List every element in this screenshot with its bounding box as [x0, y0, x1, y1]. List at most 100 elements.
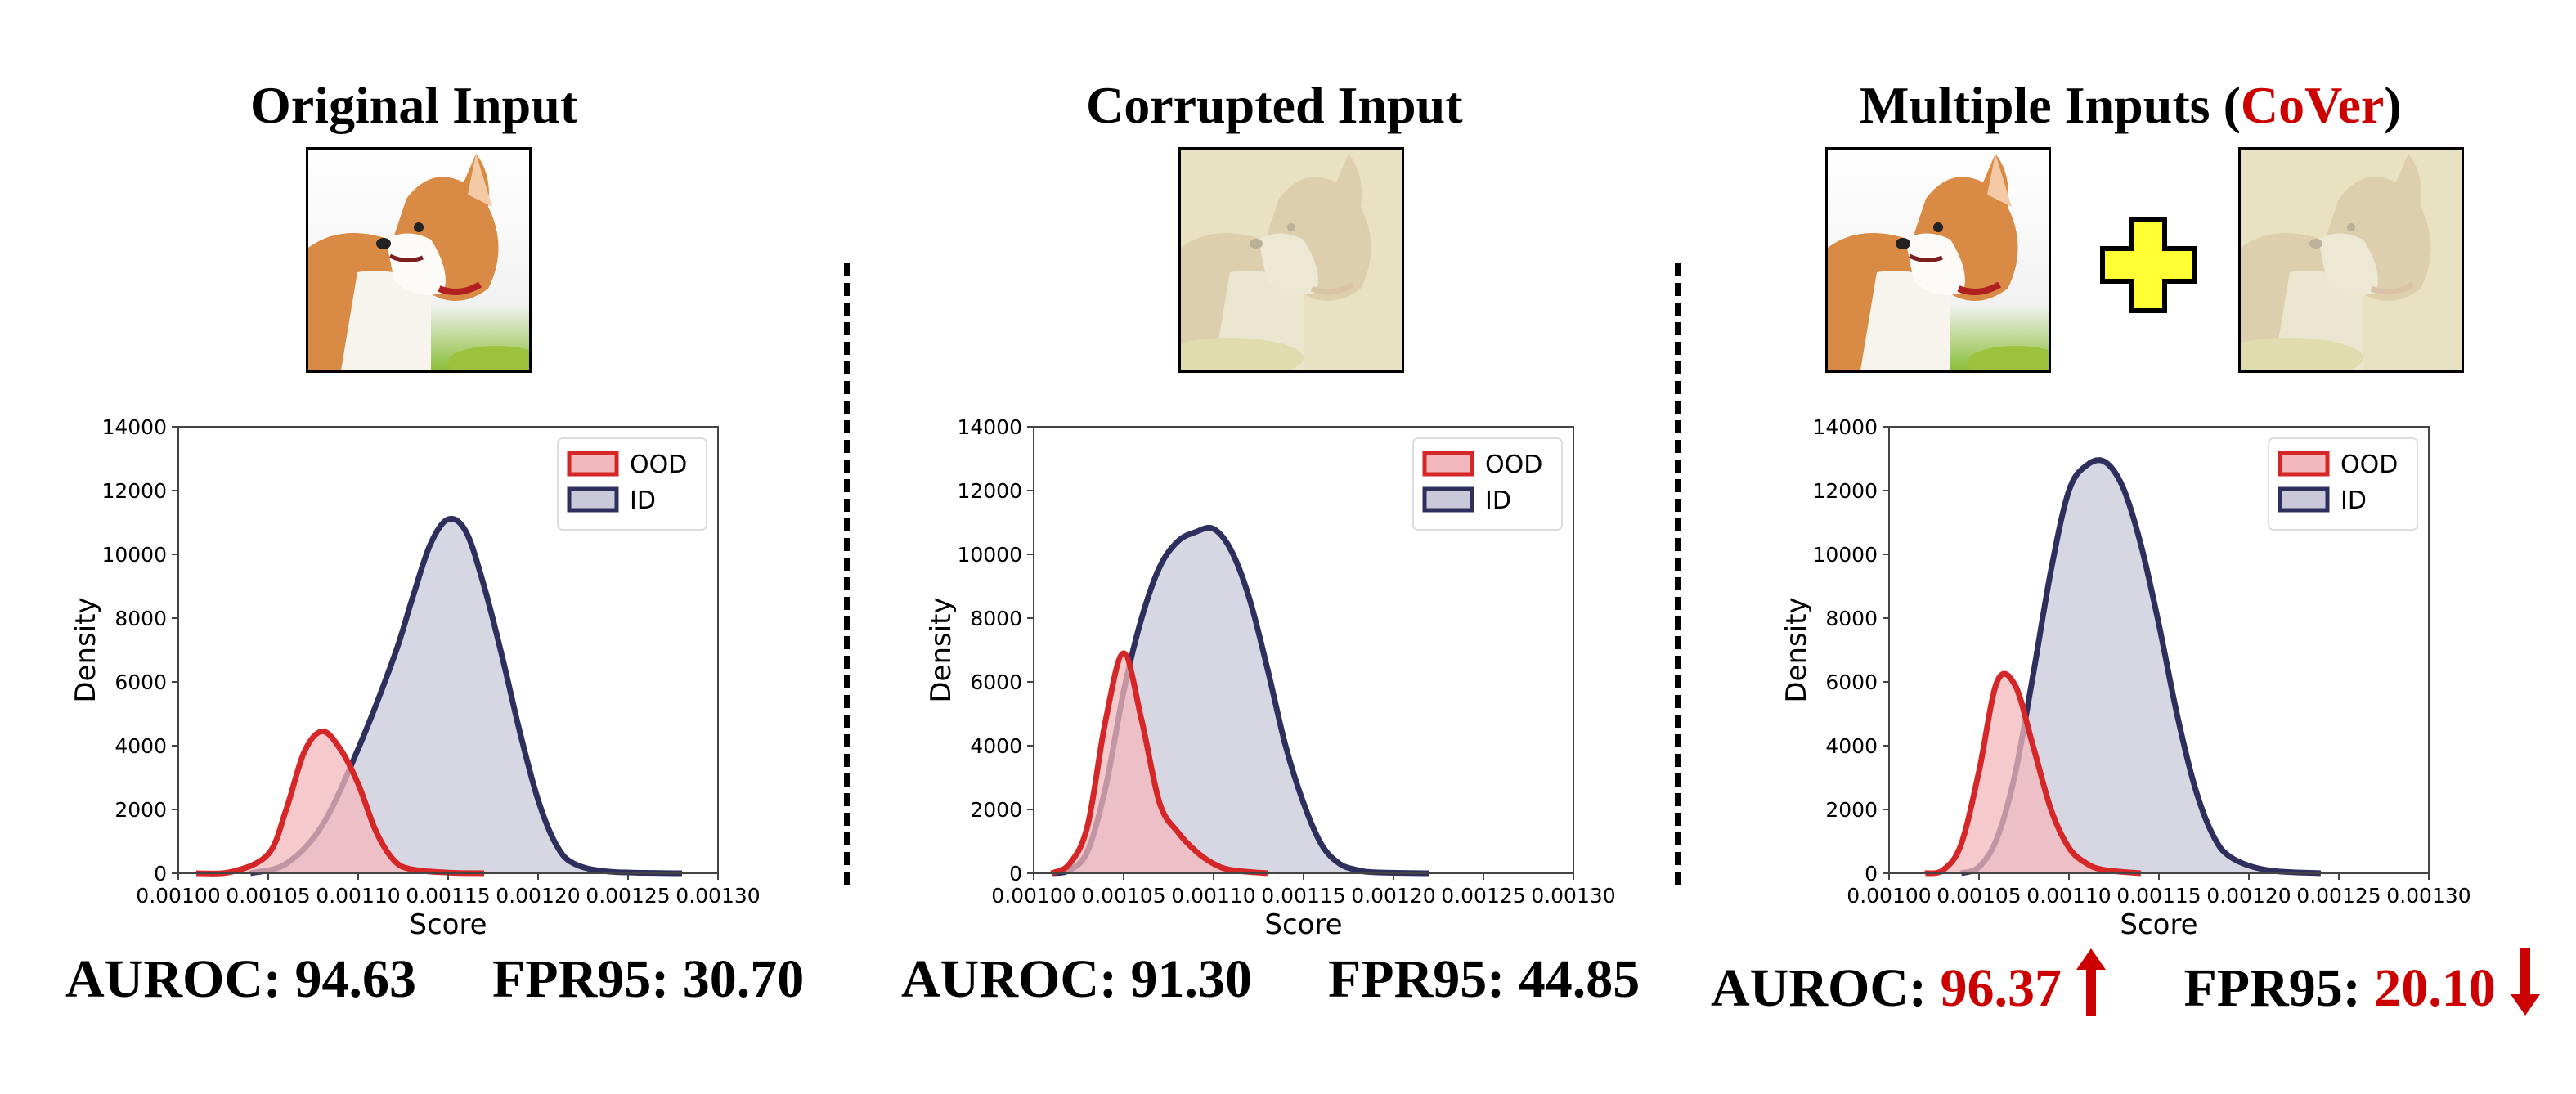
x-tick-label: 0.00105: [1081, 884, 1165, 908]
x-tick-label: 0.00100: [991, 884, 1075, 908]
up-arrow-icon: [2075, 948, 2107, 1016]
legend-label-id: ID: [1485, 486, 1511, 515]
y-tick-label: 10000: [101, 543, 167, 567]
y-tick-label: 2000: [970, 798, 1022, 822]
y-axis-label: Density: [70, 597, 102, 702]
legend-label-ood: OOD: [2340, 451, 2398, 479]
y-tick-label: 0: [1865, 862, 1878, 886]
series-line-ood: [1050, 650, 1268, 877]
metrics-original: AUROC: 94.63 FPR95: 30.70: [65, 948, 804, 1011]
y-tick-label: 8000: [114, 607, 167, 630]
x-tick-label: 0.00130: [675, 884, 760, 908]
panel-title-original: Original Input: [250, 76, 578, 134]
y-tick-label: 14000: [101, 415, 167, 439]
x-tick-label: 0.00130: [1531, 884, 1615, 908]
x-tick-label: 0.00100: [136, 884, 220, 908]
title-suffix: ): [2384, 76, 2402, 134]
title-prefix: Multiple Inputs (: [1860, 76, 2241, 134]
legend-swatch-ood: [2278, 451, 2330, 477]
y-tick-label: 4000: [1825, 734, 1878, 758]
y-tick-label: 10000: [1812, 543, 1878, 567]
y-tick-label: 12000: [1812, 479, 1878, 503]
legend-swatch-id: [567, 486, 619, 513]
metrics-multiple: AUROC: 96.37 FPR95: 20.10: [1711, 948, 2542, 1020]
x-tick-label: 0.00120: [1351, 884, 1435, 908]
legend-label-id: ID: [630, 486, 656, 515]
title-highlight: CoVer: [2240, 76, 2385, 134]
y-tick-label: 4000: [970, 734, 1022, 758]
auroc-value: 91.30: [1130, 949, 1252, 1009]
y-tick-label: 6000: [970, 670, 1022, 694]
x-tick-label: 0.00125: [2296, 884, 2381, 908]
fpr-value: 30.70: [682, 949, 805, 1009]
legend-swatch-id: [2278, 486, 2330, 513]
auroc-label: AUROC:: [65, 949, 281, 1009]
panel-title-corrupted: Corrupted Input: [1086, 76, 1463, 134]
legend-swatch-ood: [1422, 451, 1474, 477]
series-area-ood: [1925, 674, 2141, 874]
y-tick-label: 2000: [114, 798, 167, 822]
legend-label-ood: OOD: [630, 451, 687, 479]
x-tick-label: 0.00115: [406, 884, 490, 908]
y-tick-label: 8000: [970, 607, 1022, 630]
series-line-ood: [195, 728, 485, 877]
x-tick-label: 0.00130: [2386, 884, 2471, 908]
metrics-corrupted: AUROC: 91.30 FPR95: 44.85: [901, 948, 1640, 1011]
series-area-ood: [196, 731, 484, 874]
auroc-label: AUROC:: [1711, 958, 1927, 1018]
x-tick-label: 0.00105: [226, 884, 310, 908]
x-axis-label: Score: [2120, 908, 2197, 941]
y-axis-label: Density: [925, 597, 958, 702]
auroc-label: AUROC:: [901, 949, 1117, 1009]
y-tick-label: 6000: [114, 670, 167, 694]
fpr-label: FPR95:: [491, 949, 670, 1009]
y-tick-label: 8000: [1825, 607, 1878, 630]
x-tick-label: 0.00120: [2206, 884, 2291, 908]
x-tick-label: 0.00120: [496, 884, 580, 908]
x-axis-label: Score: [1264, 908, 1342, 941]
y-tick-label: 14000: [1812, 415, 1878, 439]
y-axis-label: Density: [1780, 597, 1813, 702]
y-tick-label: 12000: [101, 479, 167, 503]
fpr-label: FPR95:: [1327, 949, 1506, 1009]
x-axis-label: Score: [409, 908, 487, 941]
x-tick-label: 0.00100: [1847, 884, 1931, 908]
fpr-value: 44.85: [1518, 949, 1640, 1009]
multiple-original-dog-image: [1825, 147, 2051, 373]
x-tick-label: 0.00125: [586, 884, 670, 908]
fpr-label: FPR95:: [2183, 958, 2361, 1018]
y-tick-label: 0: [1009, 862, 1022, 886]
y-tick-label: 2000: [1825, 798, 1878, 822]
y-tick-label: 10000: [957, 543, 1022, 567]
legend-label-id: ID: [2340, 486, 2367, 515]
divider-right: [1675, 263, 1681, 885]
x-tick-label: 0.00110: [1171, 884, 1255, 908]
series-area-ood: [1052, 652, 1268, 873]
x-tick-label: 0.00105: [1936, 884, 2021, 908]
legend-swatch-ood: [567, 451, 619, 477]
x-tick-label: 0.00110: [316, 884, 400, 908]
fpr-value: 20.10: [2374, 958, 2496, 1018]
chart-0: 0.00100 0.00105 0.00110 0.00115 0.00120 0.001…: [70, 415, 761, 941]
panel-title-multiple: Multiple Inputs (CoVer): [1860, 75, 2402, 136]
down-arrow-icon: [2509, 948, 2542, 1016]
original-dog-image: [306, 147, 532, 373]
multiple-corrupted-dog-image: [2238, 147, 2464, 373]
legend-swatch-id: [1422, 486, 1474, 513]
y-tick-label: 12000: [957, 479, 1022, 503]
y-tick-label: 6000: [1825, 670, 1878, 694]
y-tick-label: 0: [154, 862, 167, 886]
corrupted-dog-image: [1178, 147, 1404, 373]
series-area-id: [1961, 460, 2321, 873]
x-tick-label: 0.00125: [1441, 884, 1525, 908]
y-tick-label: 4000: [114, 734, 167, 758]
auroc-value: 96.37: [1940, 958, 2062, 1018]
legend-label-ood: OOD: [1485, 451, 1542, 479]
x-tick-label: 0.00110: [2026, 884, 2111, 908]
chart-2: 0.00100 0.00105 0.00110 0.00115 0.00120 0.001…: [1780, 415, 2471, 941]
x-tick-label: 0.00115: [2116, 884, 2201, 908]
auroc-value: 94.63: [294, 949, 416, 1009]
y-tick-label: 14000: [957, 415, 1022, 439]
x-tick-label: 0.00115: [1261, 884, 1345, 908]
